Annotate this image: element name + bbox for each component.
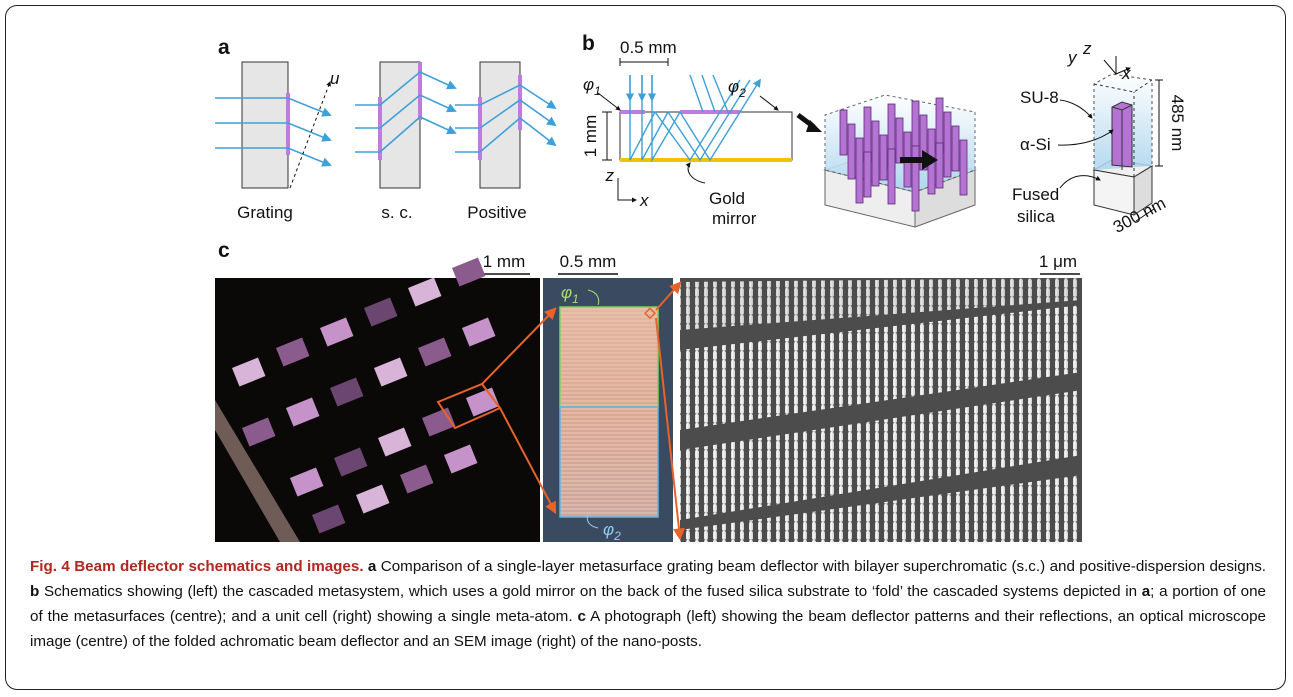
thickness-label: 1 mm [581, 115, 600, 158]
panel-label: b [582, 32, 595, 55]
design-label: Grating [237, 203, 293, 222]
cell-label: silica [1017, 207, 1055, 226]
pillar [864, 152, 871, 197]
pillar [848, 124, 855, 179]
design-label: Positive [467, 203, 527, 222]
figure: a u Grating s. c. Positive b 0.5 mm φ1 φ… [0, 0, 1293, 550]
text: 2 [613, 529, 621, 543]
caption-run: a [364, 558, 377, 575]
cell-label: Fused [1012, 185, 1059, 204]
pillar [840, 110, 847, 155]
pillar [888, 149, 895, 204]
text: φ [561, 283, 572, 302]
panel-label: a [218, 36, 230, 59]
text: 1 [594, 84, 601, 98]
axis-label: y [1067, 48, 1078, 67]
pillar [872, 121, 879, 186]
pillar [952, 126, 959, 171]
scale-label: 1 μm [1039, 252, 1077, 271]
scale-label: 0.5 mm [620, 38, 677, 57]
caption-run: c [578, 608, 586, 625]
scale-label: 0.5 mm [560, 252, 617, 271]
caption-run: Schematics showing (left) the cascaded m… [39, 583, 1141, 600]
phase-label: φ2 [728, 77, 746, 100]
cell-label: α-Si [1020, 135, 1051, 154]
caption-run: Fig. 4 Beam deflector schematics and ima… [30, 558, 364, 575]
pillar [960, 140, 967, 195]
text: 1 [572, 292, 579, 306]
caption: Fig. 4 Beam deflector schematics and ima… [30, 554, 1266, 654]
design-label: s. c. [381, 203, 412, 222]
cell-label: SU-8 [1020, 88, 1059, 107]
pillar [856, 138, 863, 203]
page: a u Grating s. c. Positive b 0.5 mm φ1 φ… [0, 0, 1293, 697]
text: φ [583, 75, 594, 94]
caption-run: a [1142, 583, 1150, 600]
height-label: 485 nm [1168, 95, 1187, 152]
axis-label: x [639, 191, 649, 210]
pillar [896, 118, 903, 163]
pillar [936, 143, 943, 188]
axis-label: u [330, 69, 340, 88]
caption-run: Comparison of a single-layer metasurface… [376, 558, 1266, 575]
pillar [912, 101, 919, 146]
text: φ [728, 77, 739, 96]
text: 2 [738, 86, 746, 100]
caption-run: b [30, 583, 39, 600]
panel-label: c [218, 239, 230, 262]
mirror-label: Gold [709, 189, 745, 208]
axis-label: z [605, 166, 615, 185]
pillar [880, 135, 887, 180]
text: φ [603, 520, 614, 539]
phase-label: φ1 [583, 75, 601, 98]
pillar [944, 112, 951, 177]
axis-label: z [1082, 39, 1092, 58]
axis-label: x [1121, 64, 1131, 83]
mirror-label: mirror [712, 209, 757, 228]
scale-label: 1 mm [483, 252, 526, 271]
pillar [912, 146, 919, 211]
